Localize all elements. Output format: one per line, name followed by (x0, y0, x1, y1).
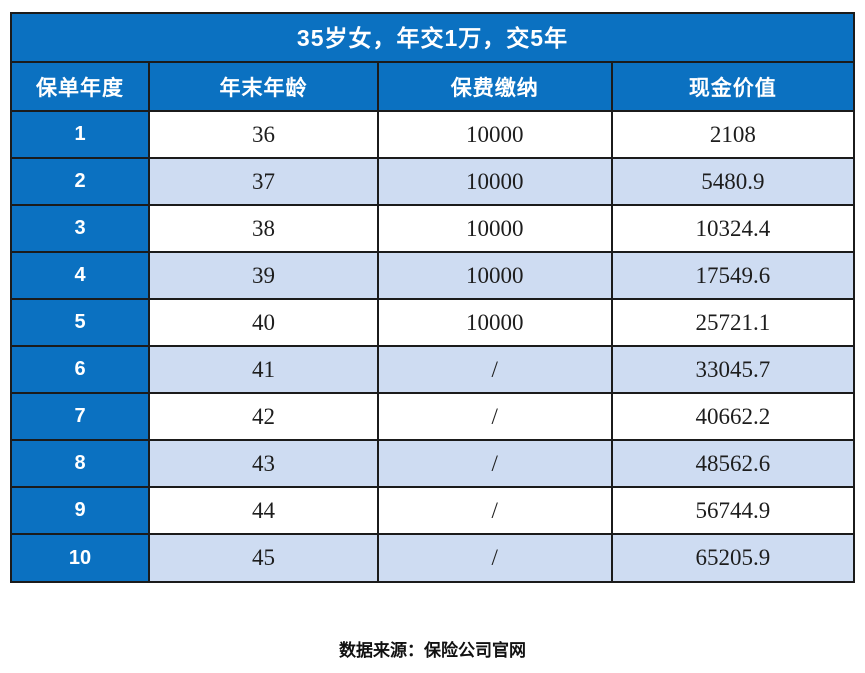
table-cell: 10000 (376, 298, 613, 347)
table-cell: 65205.9 (610, 533, 853, 581)
table-cell: 44 (148, 486, 379, 535)
table-row: 4 39 10000 17549.6 (12, 251, 853, 300)
table-cell: / (376, 439, 613, 488)
table-row: 9 44/56744.9 (12, 486, 853, 535)
row-policy-year: 1 (12, 110, 151, 159)
table-header: 保单年度 年末年龄 保费缴纳 现金价值 (12, 63, 853, 112)
row-policy-year: 4 (12, 251, 151, 300)
table-cell: 2108 (610, 110, 853, 159)
row-policy-year: 9 (12, 486, 151, 535)
table-cell: 40 (148, 298, 379, 347)
col-header-cash-value: 现金价值 (610, 63, 853, 112)
policy-value-table: 35岁女，年交1万，交5年 保单年度 年末年龄 保费缴纳 现金价值 1 36 100… (10, 12, 855, 583)
table-cell: 10324.4 (610, 204, 853, 253)
table-row: 10 45/65205.9 (12, 533, 853, 581)
table-cell: / (376, 392, 613, 441)
col-header-premium-paid: 保费缴纳 (376, 63, 613, 112)
table-cell: 41 (148, 345, 379, 394)
table-title: 35岁女，年交1万，交5年 (12, 14, 853, 63)
row-policy-year: 3 (12, 204, 151, 253)
table-row: 2 37 10000 5480.9 (12, 157, 853, 206)
row-policy-year: 6 (12, 345, 151, 394)
table-row: 7 42/40662.2 (12, 392, 853, 441)
table-cell: 5480.9 (610, 157, 853, 206)
table-row: 3 38 10000 10324.4 (12, 204, 853, 253)
table-cell: 43 (148, 439, 379, 488)
table-row: 8 43/48562.6 (12, 439, 853, 488)
table-row: 6 41/33045.7 (12, 345, 853, 394)
table-cell: 42 (148, 392, 379, 441)
header-row: 保单年度 年末年龄 保费缴纳 现金价值 (12, 63, 853, 112)
table-cell: / (376, 345, 613, 394)
table-cell: 40662.2 (610, 392, 853, 441)
table-cell: 56744.9 (610, 486, 853, 535)
table-cell: 38 (148, 204, 379, 253)
table-cell: / (376, 486, 613, 535)
table-cell: 17549.6 (610, 251, 853, 300)
table-cell: 10000 (376, 110, 613, 159)
table-cell: 37 (148, 157, 379, 206)
table-row: 5 40 10000 25721.1 (12, 298, 853, 347)
table-cell: 45 (148, 533, 379, 581)
table-body: 1 36 10000 2108 2 37 10000 5480.9 3 38 10000 10324.… (12, 110, 853, 581)
col-header-policy-year: 保单年度 (12, 63, 151, 112)
row-policy-year: 10 (12, 533, 151, 581)
table-cell: 39 (148, 251, 379, 300)
data-source-note: 数据来源：保险公司官网 (339, 641, 526, 660)
table-cell: 25721.1 (610, 298, 853, 347)
row-policy-year: 8 (12, 439, 151, 488)
policy-table: 保单年度 年末年龄 保费缴纳 现金价值 1 36 10000 2108 2 37 10000… (12, 63, 853, 581)
table-cell: 10000 (376, 204, 613, 253)
table-cell: 10000 (376, 251, 613, 300)
table-row: 1 36 10000 2108 (12, 110, 853, 159)
row-policy-year: 2 (12, 157, 151, 206)
table-cell: 48562.6 (610, 439, 853, 488)
row-policy-year: 7 (12, 392, 151, 441)
table-cell: 10000 (376, 157, 613, 206)
table-cell: / (376, 533, 613, 581)
table-cell: 36 (148, 110, 379, 159)
row-policy-year: 5 (12, 298, 151, 347)
col-header-age-year-end: 年末年龄 (148, 63, 379, 112)
table-cell: 33045.7 (610, 345, 853, 394)
